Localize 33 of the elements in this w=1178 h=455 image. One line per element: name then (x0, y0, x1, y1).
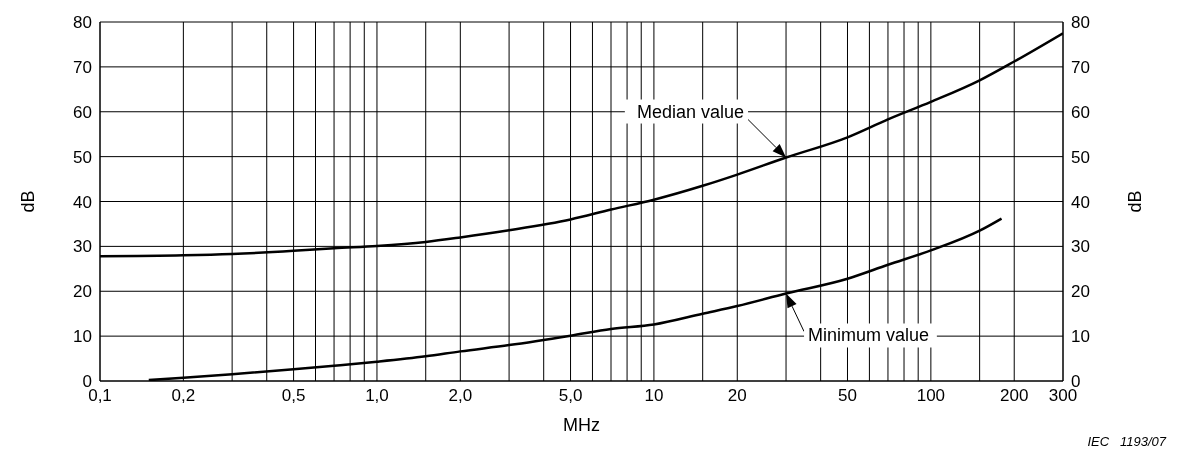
y-tick-label: 70 (73, 57, 92, 77)
y-tick-label: 30 (73, 237, 92, 257)
legend-label: Minimum value (808, 325, 930, 346)
x-tick-label: 5,0 (558, 386, 583, 406)
y-tick-label: 60 (73, 102, 92, 122)
x-tick-label: 50 (838, 386, 857, 406)
x-tick-label: 100 (916, 386, 946, 406)
x-tick-label: 20 (727, 386, 747, 406)
y2-tick-label: 10 (1071, 327, 1090, 347)
text: IEC 1193/07 (1087, 434, 1167, 449)
y-axis-title: dB (18, 190, 39, 213)
x-tick-label: 2,0 (448, 386, 473, 406)
x-axis-title: MHz (563, 415, 600, 435)
x-tick-label: 0,2 (171, 386, 196, 406)
y-tick-label: 50 (73, 147, 92, 167)
x-tick-label: 0,1 (88, 386, 112, 406)
text: Median value (636, 101, 745, 122)
x-tick-label: 200 (1000, 386, 1029, 406)
y2-tick-label: 30 (1071, 237, 1090, 257)
y-tick-label: 40 (73, 192, 92, 212)
y2-tick-label: 80 (1071, 13, 1090, 33)
y2-tick-label: 20 (1071, 282, 1090, 302)
y-tick-label: 20 (73, 282, 92, 302)
y2-tick-label: 40 (1071, 192, 1090, 212)
y2-tick-label: 50 (1071, 147, 1090, 167)
y2-axis-title: dB (1125, 190, 1146, 213)
x-tick-label: 10 (644, 386, 664, 406)
y2-tick-label: 70 (1071, 57, 1090, 77)
y-tick-label: 80 (73, 13, 92, 33)
y2-tick-label: 60 (1071, 102, 1090, 122)
y-tick-label: 10 (73, 327, 92, 347)
x-tick-label: 0,5 (281, 386, 306, 406)
x-tick-label: 1,0 (365, 386, 389, 406)
